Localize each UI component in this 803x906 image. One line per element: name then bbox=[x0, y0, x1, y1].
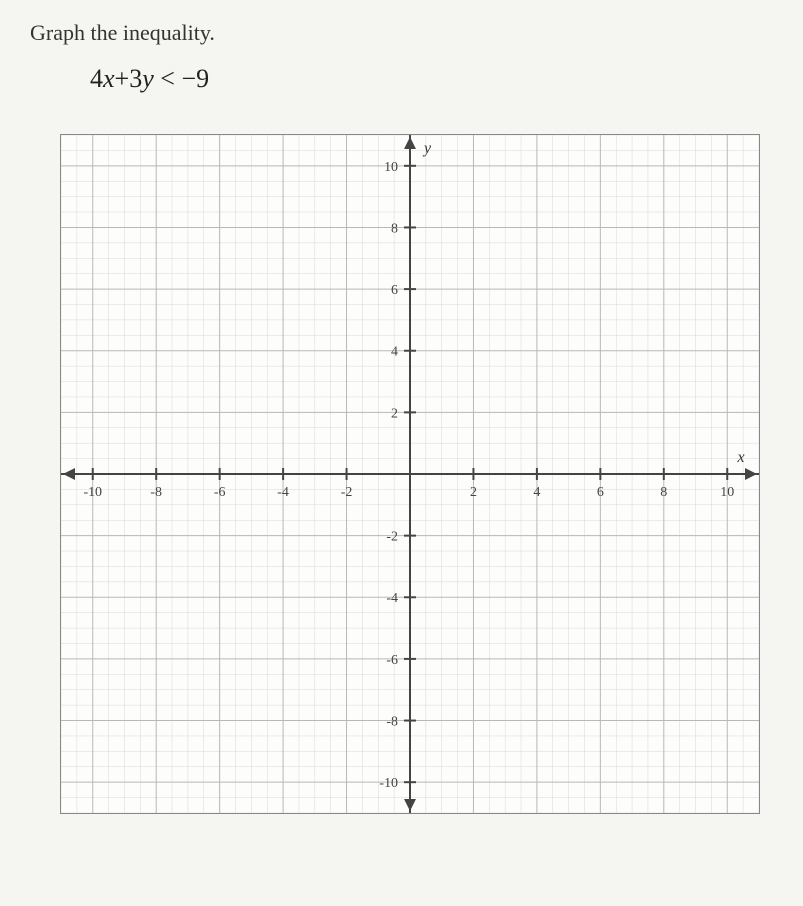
svg-text:6: 6 bbox=[597, 485, 604, 500]
eq-rhs: −9 bbox=[181, 64, 209, 93]
svg-text:2: 2 bbox=[391, 406, 398, 421]
svg-text:-2: -2 bbox=[386, 530, 398, 545]
eq-op1: + bbox=[115, 64, 130, 93]
svg-text:4: 4 bbox=[533, 485, 540, 500]
eq-coef1: 4 bbox=[90, 64, 103, 93]
svg-text:-8: -8 bbox=[386, 715, 398, 730]
svg-text:-8: -8 bbox=[150, 485, 162, 500]
svg-text:10: 10 bbox=[720, 485, 734, 500]
svg-text:-4: -4 bbox=[277, 485, 289, 500]
graph-svg: -10 -8 -6 -4 -2 2 4 6 8 10 10 8 6 4 2 -2 -4 -6 -8 -10 x y bbox=[61, 135, 759, 813]
svg-text:y: y bbox=[422, 140, 432, 157]
svg-text:4: 4 bbox=[391, 345, 398, 360]
question-prompt: Graph the inequality. bbox=[30, 20, 773, 46]
eq-var2: y bbox=[142, 64, 154, 93]
svg-text:x: x bbox=[736, 449, 744, 466]
svg-text:-6: -6 bbox=[386, 653, 398, 668]
svg-text:-2: -2 bbox=[341, 485, 353, 500]
eq-coef2: 3 bbox=[129, 64, 142, 93]
svg-text:6: 6 bbox=[391, 283, 398, 298]
coordinate-graph[interactable]: -10 -8 -6 -4 -2 2 4 6 8 10 10 8 6 4 2 -2 -4 -6 -8 -10 x y bbox=[60, 134, 760, 814]
svg-text:-10: -10 bbox=[379, 776, 398, 791]
svg-text:-10: -10 bbox=[83, 485, 102, 500]
svg-text:8: 8 bbox=[391, 221, 398, 236]
svg-text:-4: -4 bbox=[386, 591, 398, 606]
eq-op2: < bbox=[160, 64, 175, 93]
eq-var1: x bbox=[103, 64, 115, 93]
inequality-equation: 4x+3y < −9 bbox=[90, 64, 773, 94]
svg-text:10: 10 bbox=[384, 160, 398, 175]
svg-text:8: 8 bbox=[660, 485, 667, 500]
svg-text:-6: -6 bbox=[214, 485, 226, 500]
svg-text:2: 2 bbox=[470, 485, 477, 500]
